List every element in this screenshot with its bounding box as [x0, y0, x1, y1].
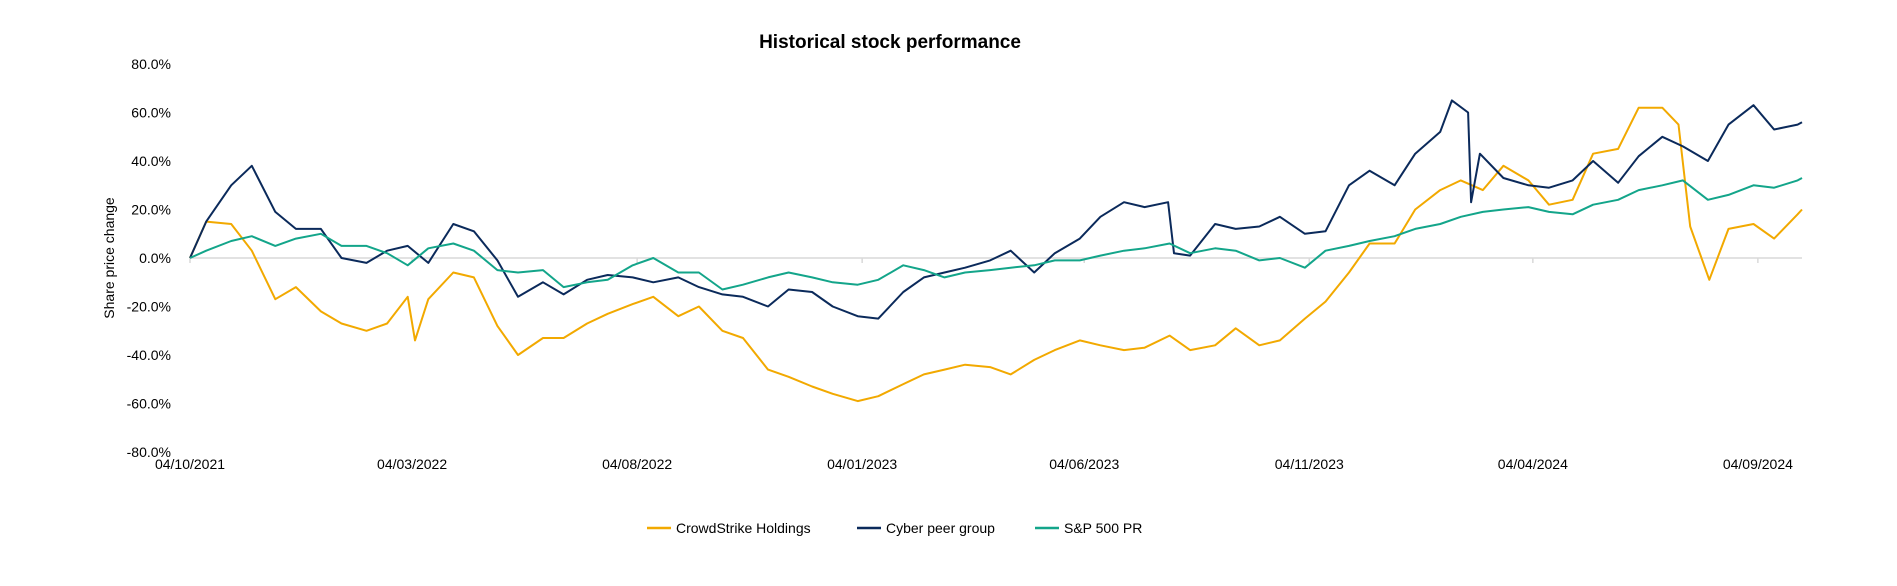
- legend-item: Cyber peer group: [857, 520, 995, 536]
- x-tick-label: 04/11/2023: [1275, 456, 1344, 472]
- y-tick-label: 60.0%: [131, 105, 171, 121]
- x-tick-label: 04/08/2022: [602, 456, 672, 472]
- x-tick-label: 04/03/2022: [377, 456, 447, 472]
- y-tick-label: -80.0%: [127, 444, 171, 460]
- y-tick-label: -60.0%: [127, 396, 171, 412]
- x-tick-label: 04/09/2024: [1723, 456, 1793, 472]
- x-tick-label: 04/10/2021: [155, 456, 225, 472]
- y-tick-label: -40.0%: [127, 347, 171, 363]
- x-tick-label: 04/01/2023: [827, 456, 897, 472]
- series-line-2: [189, 177, 1803, 291]
- x-axis-ticks: 04/10/2021 04/03/2022 04/08/2022 04/01/2023…: [155, 258, 1793, 472]
- y-axis-label: Share price change: [101, 197, 117, 319]
- y-tick-label: -20.0%: [127, 299, 171, 315]
- legend-label: S&P 500 PR: [1064, 520, 1142, 536]
- legend-item: CrowdStrike Holdings: [647, 520, 811, 536]
- series-line-1: [189, 99, 1803, 320]
- y-tick-label: 80.0%: [131, 56, 171, 72]
- y-tick-label: 0.0%: [139, 250, 171, 266]
- x-tick-label: 04/04/2024: [1498, 456, 1568, 472]
- legend-item: S&P 500 PR: [1035, 520, 1142, 536]
- y-tick-label: 20.0%: [131, 202, 171, 218]
- series-lines: [189, 99, 1803, 403]
- chart-title: Historical stock performance: [759, 32, 1021, 53]
- legend-label: CrowdStrike Holdings: [676, 520, 811, 536]
- series-line-0: [189, 106, 1803, 403]
- legend: CrowdStrike Holdings Cyber peer group S&P …: [647, 520, 1142, 536]
- y-tick-label: 40.0%: [131, 153, 171, 169]
- y-axis-ticks: 80.0% 60.0% 40.0% 20.0% 0.0% -20.0% -40.0% -60.…: [127, 56, 171, 460]
- legend-label: Cyber peer group: [886, 520, 995, 536]
- x-tick-label: 04/06/2023: [1049, 456, 1119, 472]
